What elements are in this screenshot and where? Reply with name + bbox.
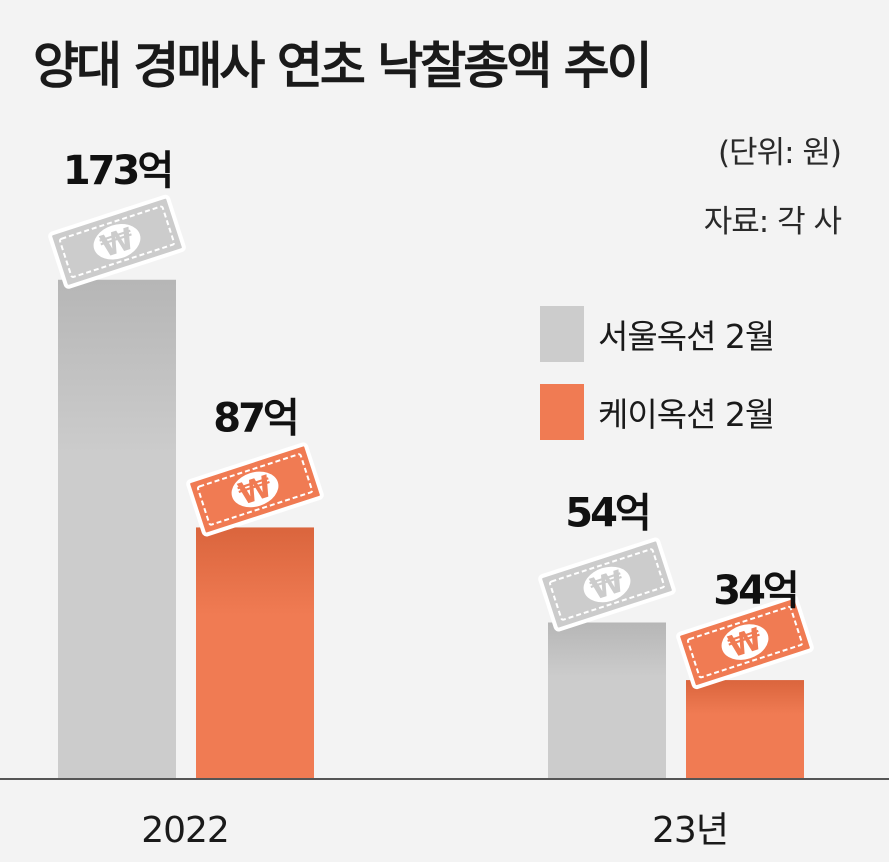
banknote-border (686, 605, 804, 679)
value-label-seoul-1: 54억 (565, 490, 648, 536)
legend-item-seoul: 서울옥션 2월 (540, 306, 775, 362)
won-banknote-icon: ₩ (538, 537, 676, 632)
category-label-1: 23년 (652, 810, 728, 851)
unit-note: (단위: 원) (717, 135, 842, 171)
banknote-border (548, 548, 666, 621)
banknote-border (196, 453, 314, 526)
legend-label-seoul: 서울옥션 2월 (598, 317, 775, 356)
value-label-seoul-0: 173억 (63, 148, 171, 194)
category-label-0: 2022 (141, 810, 229, 851)
banknote-center (583, 566, 631, 603)
value-label-kei-0: 87억 (213, 395, 296, 441)
won-banknote-icon: ₩ (186, 442, 324, 537)
banknote-center (721, 624, 769, 660)
won-banknote-icon: ₩ (48, 194, 186, 289)
legend-item-kei: 케이옥션 2월 (540, 384, 775, 440)
chart-title: 양대 경매사 연초 낙찰총액 추이 (33, 37, 653, 95)
banknote-center (231, 471, 279, 508)
source-note: 자료: 각 사 (703, 204, 842, 240)
bar-kei-0 (196, 527, 314, 778)
bar-seoul-1 (548, 622, 666, 778)
bar-seoul-0 (58, 279, 176, 778)
value-label-kei-1: 34억 (713, 568, 796, 614)
legend-label-kei: 케이옥션 2월 (598, 395, 775, 434)
banknote-border (58, 205, 176, 278)
bar-kei-1 (686, 680, 804, 778)
legend-swatch-seoul (540, 306, 584, 362)
won-banknote-icon: ₩ (676, 595, 814, 690)
legend-swatch-kei (540, 384, 584, 440)
banknote-center (93, 223, 141, 260)
legend: 서울옥션 2월 케이옥션 2월 (540, 306, 775, 462)
